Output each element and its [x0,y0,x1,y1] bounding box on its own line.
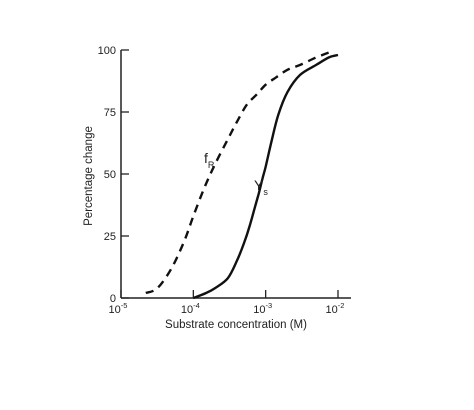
series-layer [145,51,339,300]
series-ys-line [192,53,339,300]
x-tick-label: 10-4 [181,301,200,316]
y-tick-label: 0 [110,293,116,305]
series-ys-label: Ys [254,177,268,197]
y-tick-label: 25 [104,231,116,243]
x-tick-label: 10-3 [253,301,272,316]
series-labels: fR Ys [204,150,268,197]
x-tick-label: 10-5 [109,301,128,316]
x-axis-title: Substrate concentration (M) [165,319,307,331]
y-tick-label: 50 [104,169,116,181]
series-fr-line [145,51,330,295]
series-fr-label: fR [204,150,215,170]
y-axis-title: Percentage change [83,126,95,226]
y-tick-label: 100 [98,45,116,57]
ticks: 0 25 50 75 100 10-5 10-4 10-3 10-2 [98,45,345,316]
y-tick-label: 75 [104,107,116,119]
x-tick-label: 10-2 [326,301,345,316]
